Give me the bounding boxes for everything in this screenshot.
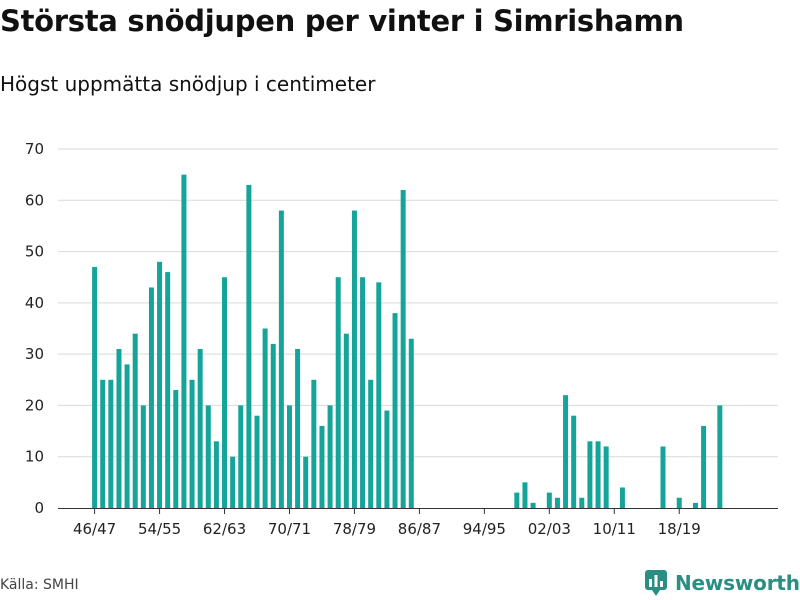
- bar: [213, 441, 219, 508]
- brand-name: Newsworthy: [675, 571, 800, 595]
- bar: [619, 487, 625, 508]
- bar: [222, 277, 228, 508]
- y-tick-label: 40: [25, 294, 44, 312]
- bar: [400, 190, 406, 508]
- y-tick-label: 60: [25, 191, 44, 209]
- source-note: Källa: SMHI: [0, 577, 79, 593]
- x-tick-label: 70/71: [268, 520, 311, 538]
- bar: [603, 446, 609, 508]
- x-tick-label: 54/55: [138, 520, 181, 538]
- bar: [295, 349, 301, 508]
- bar: [262, 328, 268, 508]
- x-tick-label: 94/95: [463, 520, 506, 538]
- bar: [522, 482, 528, 508]
- y-tick-label: 20: [25, 396, 44, 414]
- bar: [701, 425, 707, 508]
- x-tick-label: 46/47: [73, 520, 116, 538]
- bar: [116, 349, 122, 508]
- bar: [303, 456, 309, 508]
- x-axis: 46/47 54/55 62/63 70/71 78/79 86/87 94/95 02/03…: [58, 508, 778, 538]
- bar: [530, 502, 536, 508]
- x-tick-label: 62/63: [203, 520, 246, 538]
- bar: [351, 210, 357, 509]
- chart-title: Största snödjupen per vinter i Simrisham…: [0, 4, 684, 38]
- bar: [165, 272, 171, 508]
- bar: [197, 349, 203, 508]
- bar: [360, 277, 366, 508]
- bar: [189, 379, 195, 508]
- bar: [92, 266, 98, 508]
- y-tick-label: 70: [25, 140, 44, 158]
- bar: [286, 405, 292, 508]
- bar: [205, 405, 211, 508]
- bar: [587, 441, 593, 508]
- bar: [343, 333, 349, 508]
- bar-chart: 0 10 20 30 40 50 60 70 46/47 54/55 62/63 70/71 78/7…: [25, 140, 778, 538]
- bar: [717, 405, 723, 508]
- bar: [546, 492, 552, 508]
- x-tick-label: 18/19: [658, 520, 701, 538]
- bar: [579, 497, 585, 508]
- bar: [238, 405, 244, 508]
- bar: [311, 379, 317, 508]
- bar: [270, 343, 276, 508]
- bar: [376, 282, 382, 508]
- bar: [140, 405, 146, 508]
- bar: [563, 395, 569, 508]
- bar: [230, 456, 236, 508]
- bar: [660, 446, 666, 508]
- bar: [408, 338, 414, 508]
- bar: [100, 379, 106, 508]
- y-tick-label: 30: [25, 345, 44, 363]
- bar: [181, 174, 187, 508]
- bar: [157, 261, 163, 508]
- x-tick-label: 86/87: [398, 520, 441, 538]
- bar: [254, 415, 260, 508]
- bar: [595, 441, 601, 508]
- x-tick-label: 10/11: [593, 520, 636, 538]
- bar: [514, 492, 520, 508]
- bar: [278, 210, 284, 509]
- x-tick-label: 78/79: [333, 520, 376, 538]
- chart-subtitle: Högst uppmätta snödjup i centimeter: [0, 72, 376, 96]
- y-tick-label: 50: [25, 243, 44, 261]
- bar: [392, 313, 398, 508]
- bar: [327, 405, 333, 508]
- bar: [571, 415, 577, 508]
- bars: [92, 174, 723, 509]
- bar: [335, 277, 341, 508]
- y-tick-label: 0: [34, 499, 44, 517]
- bar: [124, 364, 130, 508]
- y-tick-label: 10: [25, 448, 44, 466]
- bar: [148, 287, 154, 508]
- bar: [246, 184, 252, 508]
- bar: [319, 425, 325, 508]
- bar: [108, 379, 114, 508]
- x-tick-label: 02/03: [528, 520, 571, 538]
- bar: [384, 410, 390, 508]
- bar: [692, 502, 698, 508]
- bar: [554, 497, 560, 508]
- bar: [173, 390, 179, 508]
- brand-logo: Newsworthy: [645, 570, 800, 596]
- bar: [676, 497, 682, 508]
- newsworthy-logo-icon: [645, 570, 667, 596]
- y-axis: 0 10 20 30 40 50 60 70: [25, 140, 44, 517]
- bar: [368, 379, 374, 508]
- bar: [132, 333, 138, 508]
